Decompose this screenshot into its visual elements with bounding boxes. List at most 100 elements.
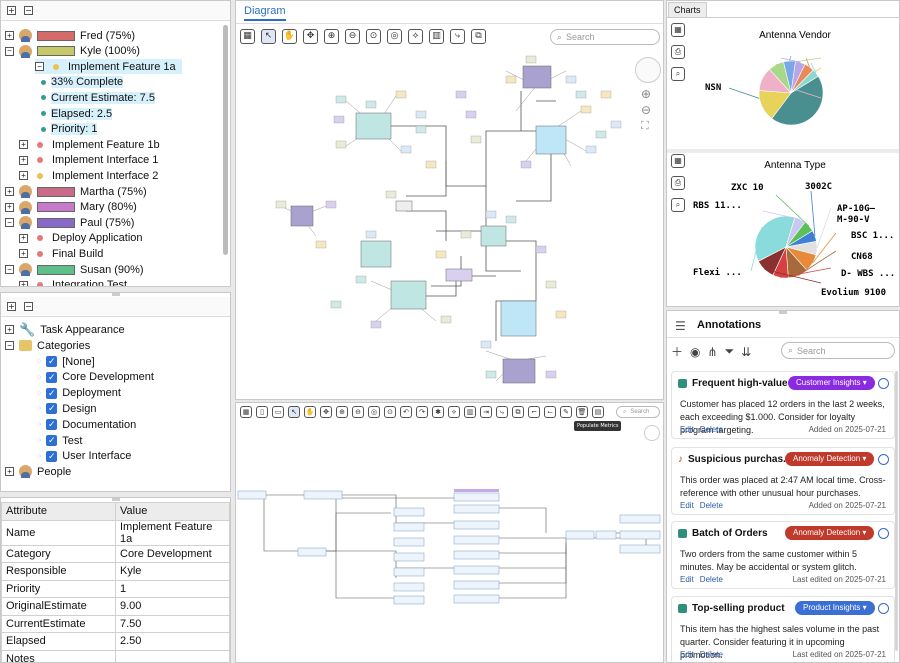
expand-icon[interactable]: + [5, 325, 14, 334]
delete-link[interactable]: Delete [699, 425, 723, 434]
tree-row[interactable]: + Integration Test [19, 278, 127, 286]
tag-dropdown[interactable]: Product Insights ▾ [795, 601, 875, 615]
tab-diagram[interactable]: Diagram [244, 5, 286, 21]
tree-row[interactable]: Elapsed: 2.5 [41, 106, 113, 121]
value-cell[interactable] [115, 649, 230, 662]
zoom-out-icon[interactable]: ⊖ [352, 406, 364, 418]
checkbox[interactable]: ✓ [46, 371, 58, 383]
tree-row[interactable]: + Deploy Application [19, 231, 143, 246]
layout-icon[interactable]: ▦ [240, 406, 252, 418]
category-item[interactable]: ○ ✓ [None] [37, 354, 95, 369]
align-icon[interactable]: ⇥ [480, 406, 492, 418]
diagram-node[interactable] [275, 200, 287, 209]
diagram-node[interactable] [610, 120, 622, 129]
checkbox[interactable]: ✓ [46, 450, 58, 462]
expand-icon[interactable]: + [5, 467, 14, 476]
add-icon[interactable]: ＋ [671, 345, 684, 359]
flow-search[interactable]: ⌕ Search [616, 406, 660, 418]
zoom-reset-icon[interactable]: ⊙ [366, 29, 381, 44]
group-icon[interactable]: ⧉ [471, 29, 486, 44]
flow-node[interactable] [619, 514, 661, 524]
diagram-node[interactable] [545, 370, 557, 379]
eye-icon[interactable]: ◉ [690, 344, 701, 359]
tag-dropdown[interactable]: Customer Insights ▾ [788, 376, 875, 390]
diagram-node[interactable] [595, 130, 607, 139]
pan-icon[interactable]: ✋ [282, 29, 297, 44]
flow-node[interactable] [303, 490, 343, 500]
tag-dropdown[interactable]: Anomaly Detection ▾ [785, 526, 875, 540]
flow-diagram[interactable] [236, 403, 664, 663]
categories-node[interactable]: − Categories [5, 338, 90, 353]
expand-icon[interactable]: + [19, 155, 28, 165]
tree-row[interactable]: + Implement Feature 1b [19, 137, 160, 152]
diagram-node[interactable] [580, 105, 592, 114]
expand-icon[interactable]: − [35, 62, 44, 72]
fit-icon[interactable]: ◎ [387, 29, 402, 44]
expand-icon[interactable]: + [19, 249, 28, 259]
tree-scrollbar[interactable] [223, 25, 228, 255]
connect-icon[interactable]: ⟡ [408, 29, 423, 44]
diagram-node[interactable] [480, 340, 492, 349]
collapse-all-icon[interactable]: − [24, 301, 33, 311]
edit-link[interactable]: Edit [680, 501, 694, 510]
diagram-node[interactable] [585, 145, 597, 154]
print-icon[interactable]: ⎙ [671, 176, 685, 190]
edit-link[interactable]: Edit [680, 425, 694, 434]
flow-node[interactable] [237, 490, 267, 500]
checkbox[interactable]: ✓ [46, 356, 58, 367]
grid-icon[interactable]: ▥ [429, 29, 444, 44]
annotation-card[interactable]: Batch of Orders Anomaly Detection ▾ Two or… [671, 521, 895, 589]
table-row[interactable]: Category Core Development [1, 544, 230, 563]
expand-icon[interactable]: + [19, 171, 28, 181]
flow-node[interactable] [393, 507, 425, 517]
diagram-node[interactable] [505, 75, 517, 84]
table-row[interactable]: Elapsed 2.50 [1, 632, 230, 651]
flow-node[interactable] [393, 582, 425, 592]
tree-row[interactable]: + Martha (75%) [5, 184, 147, 199]
sort-icon[interactable]: ⇊ [741, 344, 752, 359]
diagram-node[interactable] [555, 310, 567, 319]
diagram-node[interactable] [440, 315, 452, 324]
diagram-node[interactable] [355, 275, 367, 284]
diagram-node[interactable] [365, 230, 377, 239]
diagram-node[interactable] [365, 100, 377, 109]
value-cell[interactable]: Implement Feature 1a [115, 519, 230, 546]
fit-control-icon[interactable]: ⛶ [641, 119, 649, 132]
diagram-node[interactable] [370, 320, 382, 329]
expand-icon[interactable]: + [19, 140, 28, 150]
page-icon[interactable]: ▯ [256, 406, 268, 418]
people-node[interactable]: + People [5, 464, 71, 479]
redo-icon[interactable]: ↷ [416, 406, 428, 418]
collapse-icon[interactable]: − [5, 341, 14, 350]
zoom-icon[interactable]: ⌕ [671, 198, 685, 212]
value-cell[interactable]: 7.50 [115, 614, 230, 633]
flow-node[interactable] [453, 535, 500, 545]
link-icon[interactable]: ⤷ [450, 29, 465, 44]
diagram-node[interactable] [395, 90, 407, 99]
zoom-in-icon[interactable]: ⊕ [336, 406, 348, 418]
flow-node[interactable] [453, 492, 500, 502]
chart-icon[interactable]: ▦ [671, 154, 685, 168]
diagram-node[interactable] [485, 370, 497, 379]
task-appearance-node[interactable]: + 🔧 Task Appearance [5, 322, 125, 337]
status-radio[interactable] [878, 378, 889, 389]
edge-icon[interactable]: ⌐ [528, 406, 540, 418]
value-cell[interactable]: 2.50 [115, 632, 230, 651]
zoom-icon[interactable]: ⌕ [671, 67, 685, 81]
flow-node[interactable] [393, 537, 425, 547]
move-icon[interactable]: ✥ [303, 29, 318, 44]
diagram-node[interactable] [535, 245, 547, 254]
diagram-node[interactable] [415, 125, 427, 134]
diagram-node[interactable] [325, 200, 337, 209]
zoom-out-control-icon[interactable]: ⊖ [641, 103, 652, 117]
group-icon[interactable]: ⧉ [512, 406, 524, 418]
diagram-node[interactable] [385, 190, 397, 199]
pan-icon[interactable]: ✋ [304, 406, 316, 418]
fit-icon[interactable]: ◎ [368, 406, 380, 418]
flow-node[interactable] [393, 552, 425, 562]
expand-icon[interactable]: + [5, 31, 14, 40]
tree-row[interactable]: + Mary (80%) [5, 200, 137, 215]
diagram-node[interactable] [315, 240, 327, 249]
tag-dropdown[interactable]: Anomaly Detection ▾ [785, 452, 875, 466]
diagram-node[interactable] [425, 160, 437, 169]
